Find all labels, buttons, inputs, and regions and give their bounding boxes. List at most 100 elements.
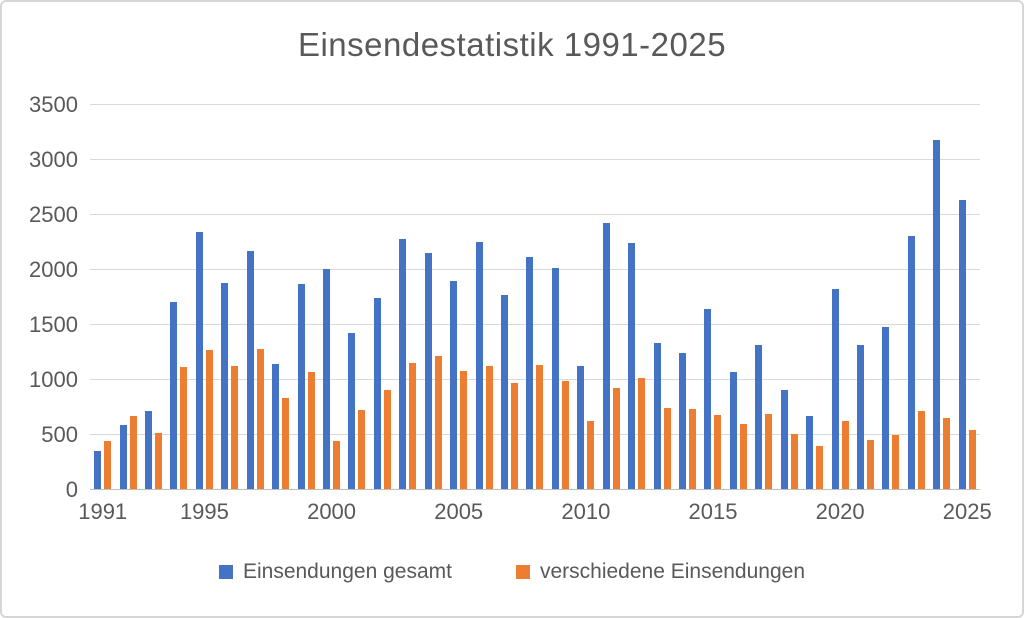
bar-gesamt-1999	[297, 284, 305, 489]
bar-group-1999	[293, 104, 318, 489]
bar-gesamt-1992	[119, 425, 127, 489]
bar-gesamt-2012	[628, 242, 636, 489]
bar-group-2022	[878, 104, 903, 489]
bar-gesamt-2013	[653, 342, 661, 489]
y-tick-label: 1500	[29, 312, 78, 337]
bar-group-2009	[548, 104, 573, 489]
legend-swatch-blue	[218, 565, 233, 579]
bar-group-2002	[370, 104, 395, 489]
bar-verschiedene-2018	[790, 434, 798, 489]
bar-gesamt-2000	[323, 269, 331, 489]
bar-group-2019	[802, 104, 827, 489]
bar-group-1998	[268, 104, 293, 489]
bar-group-2020	[827, 104, 852, 489]
bar-group-1993	[141, 104, 166, 489]
bar-group-2003	[395, 104, 420, 489]
bar-group-1995	[192, 104, 217, 489]
bar-verschiedene-2025	[968, 429, 976, 489]
bar-gesamt-2014	[679, 352, 687, 489]
bar-verschiedene-1993	[155, 432, 163, 489]
bar-verschiedene-2023	[917, 410, 925, 489]
gridline	[90, 379, 980, 380]
bar-gesamt-1991	[94, 450, 102, 489]
bar-verschiedene-1998	[282, 397, 290, 489]
bar-gesamt-2017	[755, 344, 763, 489]
bar-verschiedene-2021	[867, 439, 875, 489]
bar-gesamt-2018	[780, 390, 788, 489]
x-tick-label-1991: 1991	[78, 499, 128, 524]
bar-verschiedene-1997	[256, 349, 264, 489]
bar-verschiedene-2022	[892, 435, 900, 489]
bar-verschiedene-2014	[689, 408, 697, 489]
bar-verschiedene-1996	[231, 365, 239, 489]
bar-gesamt-2019	[806, 416, 814, 489]
bar-group-2023	[904, 104, 929, 489]
bar-gesamt-2006	[475, 241, 483, 489]
bar-gesamt-2007	[501, 295, 509, 489]
gridline	[90, 214, 980, 215]
y-tick-label: 3000	[29, 147, 78, 172]
bar-group-2010	[573, 104, 598, 489]
x-tick-label-2000: 2000	[307, 499, 357, 524]
bar-verschiedene-2009	[561, 381, 569, 489]
legend-item-einsendungen-gesamt: Einsendungen gesamt	[218, 560, 452, 584]
gridline	[90, 269, 980, 270]
bar-group-2008	[522, 104, 547, 489]
x-tick-label-2020: 2020	[815, 499, 865, 524]
bar-group-1991	[90, 104, 115, 489]
y-tick-label: 3500	[29, 92, 78, 117]
bar-group-2011	[599, 104, 624, 489]
x-axis-line	[90, 489, 980, 490]
bar-group-2017	[751, 104, 776, 489]
bar-verschiedene-2006	[485, 365, 493, 489]
gridline	[90, 324, 980, 325]
bar-verschiedene-1995	[205, 350, 213, 489]
bar-verschiedene-2001	[358, 409, 366, 489]
bar-gesamt-2005	[450, 281, 458, 489]
bar-verschiedene-2000	[333, 440, 341, 489]
bar-verschiedene-2024	[943, 417, 951, 489]
bar-gesamt-2021	[857, 344, 865, 489]
bar-group-1997	[243, 104, 268, 489]
bar-verschiedene-1999	[307, 372, 315, 489]
bar-group-1992	[115, 104, 140, 489]
bar-gesamt-2024	[933, 140, 941, 489]
chart-title: Einsendestatistik 1991-2025	[297, 26, 727, 63]
y-tick-label: 500	[41, 422, 78, 447]
bar-group-2001	[344, 104, 369, 489]
bar-verschiedene-2019	[816, 446, 824, 489]
bar-group-2012	[624, 104, 649, 489]
bar-gesamt-2015	[704, 308, 712, 489]
bar-gesamt-2022	[882, 327, 890, 489]
bar-gesamt-2016	[729, 372, 737, 489]
bar-verschiedene-1991	[104, 440, 112, 489]
bar-gesamt-2011	[602, 222, 610, 489]
x-tick-label-2015: 2015	[688, 499, 738, 524]
plot-area: 0 500 1000 1500 2000 2500 3000 3500 1991 1995 200…	[29, 92, 992, 524]
bar-gesamt-2020	[831, 288, 839, 489]
bar-verschiedene-2005	[460, 371, 468, 489]
bar-verschiedene-2004	[434, 355, 442, 489]
bar-group-2013	[649, 104, 674, 489]
legend-swatch-orange	[515, 565, 530, 579]
bar-verschiedene-2003	[409, 362, 417, 489]
bar-group-1996	[217, 104, 242, 489]
bar-group-2004	[421, 104, 446, 489]
bar-gesamt-2004	[424, 252, 432, 489]
x-tick-label-2005: 2005	[434, 499, 484, 524]
legend-label-einsendungen-gesamt: Einsendungen gesamt	[242, 560, 452, 583]
bar-gesamt-2010	[577, 365, 585, 489]
bar-verschiedene-2020	[841, 420, 849, 489]
bar-gesamt-2025	[958, 199, 966, 489]
bar-gesamt-1994	[170, 302, 178, 489]
bar-group-2024	[929, 104, 954, 489]
y-tick-label: 2000	[29, 257, 78, 282]
bar-gesamt-2002	[373, 297, 381, 489]
bar-gesamt-1995	[195, 231, 203, 489]
bar-gesamt-1993	[145, 410, 153, 489]
x-tick-label-2010: 2010	[561, 499, 611, 524]
bar-verschiedene-2008	[536, 364, 544, 489]
bar-verschiedene-1992	[129, 416, 137, 489]
bar-gesamt-1996	[221, 283, 229, 489]
